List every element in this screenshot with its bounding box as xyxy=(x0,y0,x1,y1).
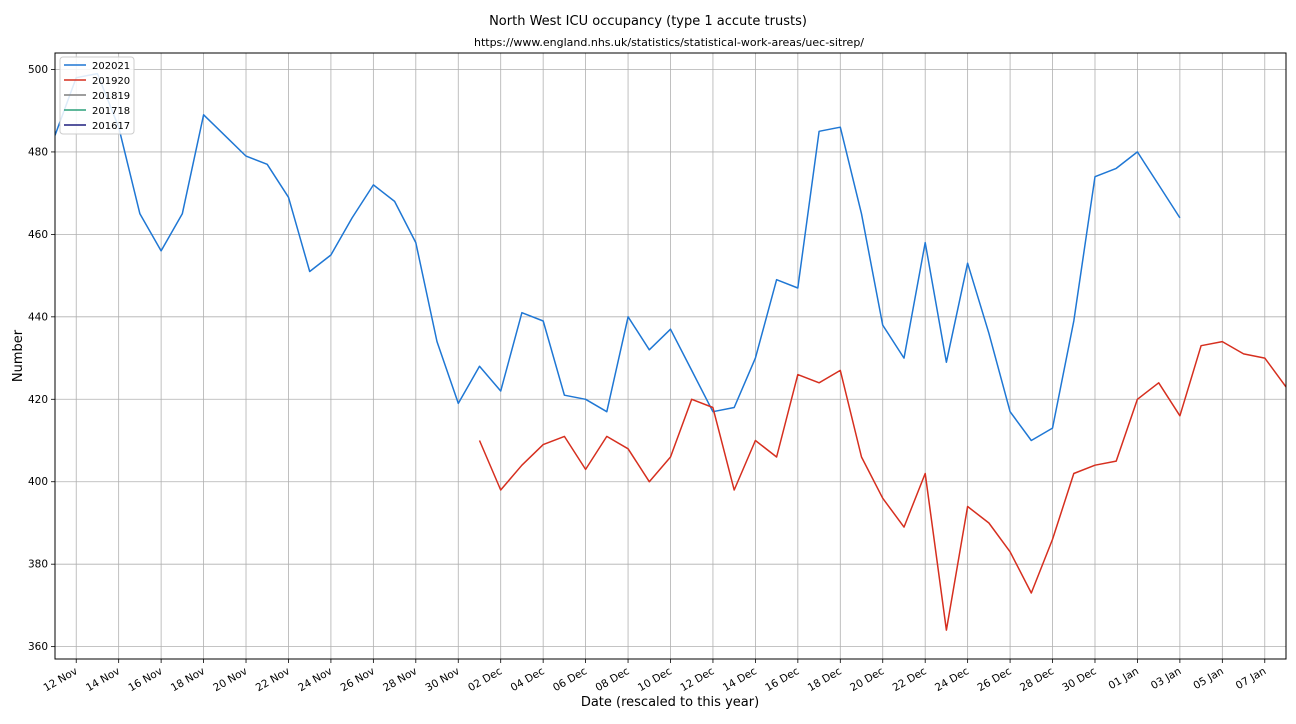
x-tick-label: 06 Dec xyxy=(551,665,589,694)
x-tick-label: 01 Jan xyxy=(1106,665,1140,692)
x-tick-label: 07 Jan xyxy=(1234,665,1268,692)
x-tick-label: 14 Dec xyxy=(721,665,759,694)
chart-title: North West ICU occupancy (type 1 accute … xyxy=(489,14,807,29)
x-tick-label: 22 Nov xyxy=(254,665,292,694)
y-tick-label: 380 xyxy=(28,559,48,571)
x-axis-label: Date (rescaled to this year) xyxy=(581,695,759,710)
x-tick-label: 18 Dec xyxy=(806,665,844,694)
x-tick-label: 24 Dec xyxy=(933,665,971,694)
series-line-201920 xyxy=(478,340,1286,631)
x-tick-label: 18 Nov xyxy=(169,665,207,694)
x-tick-label: 12 Nov xyxy=(42,665,80,694)
y-tick-label: 480 xyxy=(28,146,48,158)
y-tick-label: 440 xyxy=(28,311,48,323)
x-tick-label: 30 Nov xyxy=(424,665,462,694)
x-tick-label: 26 Dec xyxy=(976,665,1014,694)
x-tick-label: 28 Dec xyxy=(1018,665,1056,694)
series-line-202021 xyxy=(55,72,1181,442)
legend-label: 201718 xyxy=(92,106,130,117)
grid xyxy=(55,53,1286,659)
y-tick-label: 360 xyxy=(28,641,48,653)
x-tick-label: 16 Nov xyxy=(126,665,164,694)
y-ticks: 360 380 400 420 440 460 480 500 xyxy=(28,64,55,653)
x-tick-label: 02 Dec xyxy=(466,665,504,694)
series-lines xyxy=(55,72,1286,631)
x-tick-label: 05 Jan xyxy=(1191,665,1225,692)
legend: 202021 201920 201819 201718 201617 xyxy=(59,56,135,135)
y-tick-label: 500 xyxy=(28,64,48,76)
legend-label: 201920 xyxy=(92,76,130,87)
x-tick-label: 08 Dec xyxy=(593,665,631,694)
y-tick-label: 420 xyxy=(28,394,48,406)
x-tick-label: 20 Dec xyxy=(848,665,886,694)
y-tick-label: 400 xyxy=(28,476,48,488)
legend-label: 201819 xyxy=(92,91,130,102)
x-tick-label: 24 Nov xyxy=(296,665,334,694)
y-axis-label: Number xyxy=(11,329,26,382)
x-tick-label: 12 Dec xyxy=(678,665,716,694)
x-tick-label: 26 Nov xyxy=(339,665,377,694)
x-tick-label: 04 Dec xyxy=(509,665,547,694)
y-tick-label: 460 xyxy=(28,229,48,241)
x-ticks: 12 Nov 14 Nov 16 Nov 18 Nov 20 Nov 22 Nov 24 N… xyxy=(42,659,1268,694)
x-tick-label: 10 Dec xyxy=(636,665,674,694)
x-tick-label: 14 Nov xyxy=(84,665,122,694)
x-tick-label: 28 Nov xyxy=(381,665,419,694)
x-tick-label: 16 Dec xyxy=(763,665,801,694)
legend-label: 202021 xyxy=(92,61,130,72)
x-tick-label: 22 Dec xyxy=(891,665,929,694)
legend-box xyxy=(59,56,135,135)
legend-label: 201617 xyxy=(92,121,130,132)
x-tick-label: 03 Jan xyxy=(1149,665,1183,692)
x-tick-label: 20 Nov xyxy=(211,665,249,694)
x-tick-label: 30 Dec xyxy=(1060,665,1098,694)
chart-subtitle: https://www.england.nhs.uk/statistics/st… xyxy=(474,36,864,49)
